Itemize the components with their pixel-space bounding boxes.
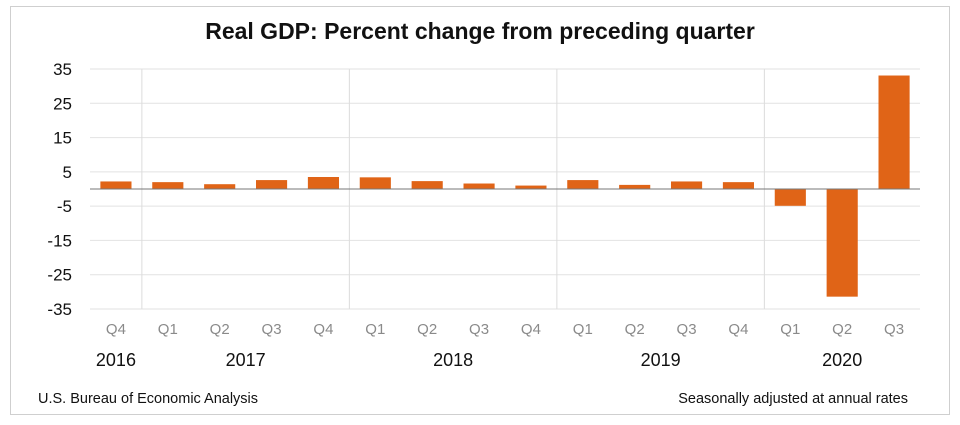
- bar: [826, 189, 858, 297]
- year-label: 2018: [433, 350, 473, 370]
- bar: [307, 177, 339, 189]
- year-labels: 2016 2017 2018 2019 2020: [96, 350, 862, 370]
- y-tick-label: -25: [47, 266, 72, 285]
- bar: [722, 182, 754, 189]
- bar: [567, 180, 599, 189]
- bar: [774, 189, 806, 206]
- x-tick-label: Q3: [884, 321, 904, 338]
- source-note: U.S. Bureau of Economic Analysis: [38, 391, 259, 407]
- x-tick-label: Q3: [469, 321, 489, 338]
- bar: [256, 180, 288, 189]
- x-tick-label: Q2: [417, 321, 437, 338]
- y-axis-ticks: 35 25 15 5 -5 -15 -25 -35: [47, 60, 72, 319]
- bar: [515, 185, 547, 189]
- year-label: 2016: [96, 350, 136, 370]
- year-label: 2020: [822, 350, 862, 370]
- y-tick-label: -15: [47, 231, 72, 250]
- x-tick-label: Q4: [728, 321, 748, 338]
- gridlines: [90, 68, 920, 310]
- y-tick-label: 35: [53, 60, 72, 79]
- bar: [152, 182, 184, 189]
- y-tick-label: -35: [47, 300, 72, 319]
- x-tick-label: Q2: [625, 321, 645, 338]
- bar: [204, 184, 236, 189]
- x-tick-label: Q1: [780, 321, 800, 338]
- y-tick-label: 25: [53, 94, 72, 113]
- x-tick-label: Q3: [677, 321, 697, 338]
- bars: [100, 75, 910, 297]
- bar: [100, 181, 132, 189]
- x-tick-label: Q1: [365, 321, 385, 338]
- adjustment-note: Seasonally adjusted at annual rates: [678, 391, 908, 407]
- bar: [878, 75, 910, 189]
- year-label: 2017: [226, 350, 266, 370]
- x-tick-label: Q4: [106, 321, 126, 338]
- x-tick-label: Q1: [573, 321, 593, 338]
- y-tick-label: 15: [53, 129, 72, 148]
- x-tick-label: Q3: [262, 321, 282, 338]
- x-tick-label: Q4: [313, 321, 333, 338]
- x-tick-label: Q2: [210, 321, 230, 338]
- chart-title: Real GDP: Percent change from preceding …: [205, 18, 755, 44]
- bar: [619, 184, 651, 189]
- bar: [671, 181, 703, 189]
- x-tick-label: Q2: [832, 321, 852, 338]
- y-tick-label: 5: [63, 163, 72, 182]
- x-tick-label: Q4: [521, 321, 541, 338]
- quarter-tick-labels: Q4 Q1 Q2 Q3 Q4 Q1 Q2 Q3 Q4 Q1 Q2 Q3 Q4 Q1 Q2 Q3: [106, 321, 904, 338]
- bar: [359, 177, 391, 189]
- x-tick-label: Q1: [158, 321, 178, 338]
- y-tick-label: -5: [57, 197, 72, 216]
- bar: [463, 183, 495, 189]
- chart-frame: [10, 6, 950, 415]
- year-label: 2019: [641, 350, 681, 370]
- bar: [411, 181, 443, 189]
